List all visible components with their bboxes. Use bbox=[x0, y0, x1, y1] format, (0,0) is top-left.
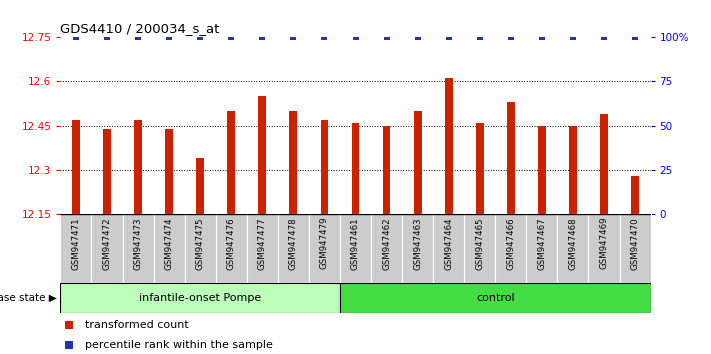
Text: percentile rank within the sample: percentile rank within the sample bbox=[85, 340, 273, 350]
Bar bbox=[526, 214, 557, 283]
Bar bbox=[134, 120, 142, 214]
Bar bbox=[103, 129, 111, 214]
Bar bbox=[247, 214, 278, 283]
Text: GSM947471: GSM947471 bbox=[72, 217, 80, 269]
Bar bbox=[165, 129, 173, 214]
Bar bbox=[321, 120, 328, 214]
Text: GSM947470: GSM947470 bbox=[631, 217, 639, 269]
Bar bbox=[228, 111, 235, 214]
Text: GSM947467: GSM947467 bbox=[538, 217, 546, 269]
Bar bbox=[464, 214, 496, 283]
Bar bbox=[569, 126, 577, 214]
Text: GSM947466: GSM947466 bbox=[506, 217, 515, 269]
Bar bbox=[507, 102, 515, 214]
Bar bbox=[258, 96, 266, 214]
Bar bbox=[371, 214, 402, 283]
Text: GSM947463: GSM947463 bbox=[413, 217, 422, 269]
Text: disease state ▶: disease state ▶ bbox=[0, 293, 57, 303]
Text: GDS4410 / 200034_s_at: GDS4410 / 200034_s_at bbox=[60, 22, 220, 35]
Bar bbox=[92, 214, 122, 283]
Bar bbox=[496, 214, 526, 283]
Bar bbox=[619, 214, 651, 283]
Text: GSM947474: GSM947474 bbox=[165, 217, 173, 269]
Bar bbox=[352, 123, 359, 214]
Text: GSM947476: GSM947476 bbox=[227, 217, 236, 269]
Text: control: control bbox=[476, 293, 515, 303]
Bar bbox=[60, 214, 92, 283]
Text: GSM947475: GSM947475 bbox=[196, 217, 205, 269]
Bar bbox=[215, 214, 247, 283]
Bar bbox=[340, 283, 651, 313]
Text: GSM947464: GSM947464 bbox=[444, 217, 453, 269]
Text: GSM947473: GSM947473 bbox=[134, 217, 143, 269]
Bar bbox=[402, 214, 433, 283]
Bar bbox=[340, 214, 371, 283]
Bar bbox=[600, 114, 608, 214]
Bar bbox=[383, 126, 390, 214]
Bar bbox=[445, 79, 453, 214]
Bar bbox=[122, 214, 154, 283]
Text: GSM947477: GSM947477 bbox=[258, 217, 267, 269]
Bar bbox=[538, 126, 546, 214]
Text: GSM947479: GSM947479 bbox=[320, 217, 329, 269]
Bar bbox=[309, 214, 340, 283]
Text: GSM947468: GSM947468 bbox=[568, 217, 577, 269]
Bar bbox=[60, 283, 340, 313]
Bar bbox=[185, 214, 215, 283]
Bar bbox=[557, 214, 589, 283]
Bar bbox=[154, 214, 185, 283]
Bar bbox=[278, 214, 309, 283]
Text: GSM947461: GSM947461 bbox=[351, 217, 360, 269]
Bar bbox=[414, 111, 422, 214]
Text: GSM947478: GSM947478 bbox=[289, 217, 298, 269]
Text: GSM947465: GSM947465 bbox=[475, 217, 484, 269]
Text: GSM947462: GSM947462 bbox=[382, 217, 391, 269]
Bar bbox=[589, 214, 619, 283]
Bar bbox=[433, 214, 464, 283]
Bar bbox=[72, 120, 80, 214]
Text: GSM947469: GSM947469 bbox=[599, 217, 609, 269]
Bar bbox=[476, 123, 483, 214]
Bar bbox=[196, 158, 204, 214]
Text: infantile-onset Pompe: infantile-onset Pompe bbox=[139, 293, 262, 303]
Text: transformed count: transformed count bbox=[85, 320, 189, 330]
Bar bbox=[289, 111, 297, 214]
Bar bbox=[631, 176, 639, 214]
Text: GSM947472: GSM947472 bbox=[102, 217, 112, 269]
